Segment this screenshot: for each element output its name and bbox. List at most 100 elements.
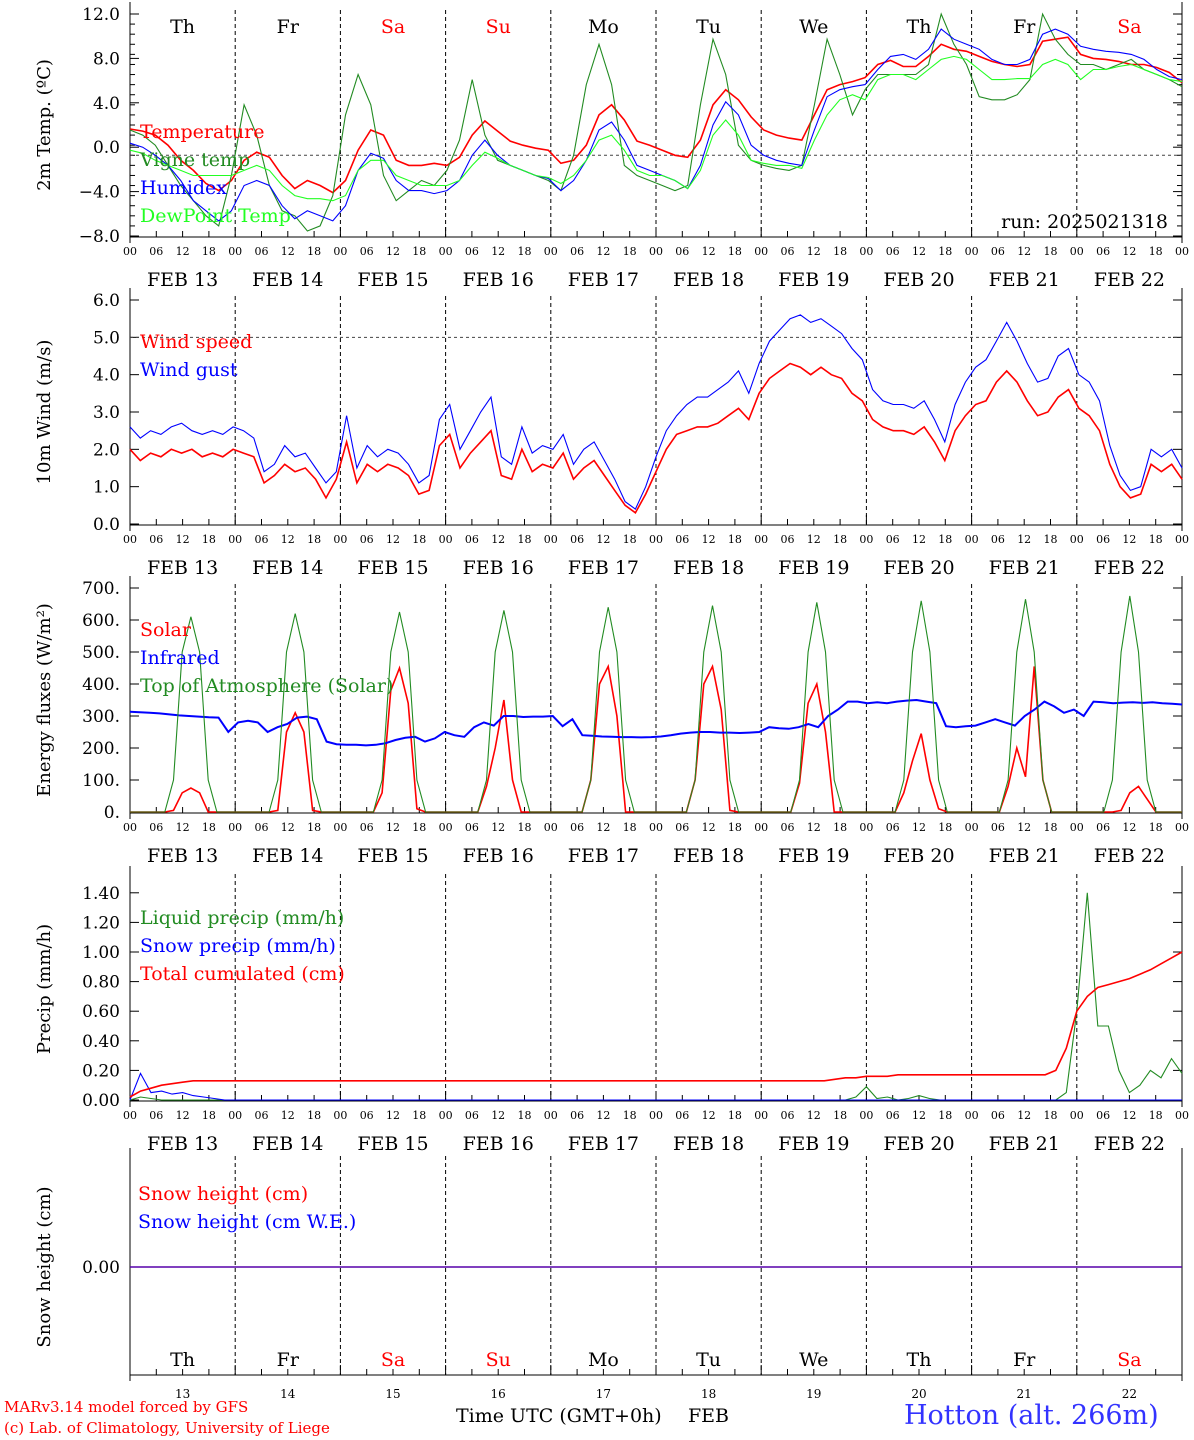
date-label: FEB 20 [883, 1133, 954, 1155]
x-tick-label: 12 [176, 821, 190, 834]
x-tick-label: 18 [518, 1109, 532, 1122]
weekday-label: Su [486, 16, 511, 38]
x-tick-label: 12 [281, 821, 295, 834]
x-tick-label: 18 [412, 821, 426, 834]
y-tick-label: 0. [104, 803, 120, 823]
x-tick-label: 06 [991, 1109, 1005, 1122]
x-tick-label: 18 [938, 245, 952, 258]
x-tick-label: 00 [123, 1109, 137, 1122]
x-tick-label: 18 [1044, 1109, 1058, 1122]
x-tick-label: 00 [754, 245, 768, 258]
x-tick-label: 00 [333, 821, 347, 834]
date-label: FEB 14 [252, 1133, 323, 1155]
legend-entry: Humidex [140, 177, 227, 199]
series-line-2 [129, 698, 1183, 747]
day-number-label: 18 [701, 1387, 716, 1401]
x-tick-label: 00 [965, 245, 979, 258]
run-label: run: 2025021318 [1001, 211, 1168, 233]
legend-entry: Temperature [140, 121, 264, 143]
x-tick-label: 12 [1017, 245, 1031, 258]
y-tick-label: 1.0 [93, 478, 120, 498]
date-label: FEB 21 [989, 845, 1060, 867]
date-label: FEB 22 [1094, 1133, 1165, 1155]
x-tick-label: 18 [412, 245, 426, 258]
x-tick-label: 06 [781, 245, 795, 258]
x-tick-label: 06 [360, 821, 374, 834]
weekday-label: Sa [1117, 16, 1141, 38]
x-tick-label: 18 [623, 1109, 637, 1122]
weekday-label: Fr [1013, 1349, 1036, 1371]
weekday-label: Sa [381, 1349, 405, 1371]
x-tick-label: 06 [991, 821, 1005, 834]
x-tick-label: 12 [912, 821, 926, 834]
day-number-label: 19 [806, 1387, 821, 1401]
x-tick-label: 18 [728, 821, 742, 834]
date-label: FEB 13 [147, 845, 218, 867]
x-tick-label: 00 [1070, 1109, 1084, 1122]
date-label: FEB 22 [1094, 269, 1165, 291]
x-tick-label: 06 [675, 821, 689, 834]
x-tick-label: 00 [544, 245, 558, 258]
x-tick-label: 12 [281, 245, 295, 258]
date-label: FEB 18 [673, 269, 744, 291]
date-label: FEB 16 [463, 1133, 534, 1155]
x-tick-label: 00 [649, 1109, 663, 1122]
x-tick-label: 18 [1044, 533, 1058, 546]
x-tick-label: 00 [754, 821, 768, 834]
chart-panel-4: 00 06 12 18 00 06 12 18 00 06 12 18 00 06 12 18 00 06 12 18… [34, 866, 1189, 1155]
y-tick-label: 12.0 [82, 5, 120, 25]
x-tick-label: 18 [202, 821, 216, 834]
x-tick-label: 06 [886, 245, 900, 258]
weekday-label: Fr [277, 1349, 300, 1371]
date-label: FEB 16 [463, 845, 534, 867]
x-tick-label: 12 [912, 245, 926, 258]
y-tick-label: 6.0 [93, 291, 120, 311]
station-name: Hotton (alt. 266m) [904, 1400, 1159, 1431]
x-tick-label: 00 [859, 533, 873, 546]
date-label: FEB 21 [989, 1133, 1060, 1155]
series-line-1 [129, 362, 1183, 514]
x-tick-label: 12 [702, 245, 716, 258]
weekday-label: Th [170, 1349, 195, 1371]
x-tick-label: 18 [833, 821, 847, 834]
x-tick-label: 06 [465, 245, 479, 258]
weekday-label: Th [170, 16, 195, 38]
x-tick-label: 18 [728, 1109, 742, 1122]
x-tick-label: 06 [1096, 245, 1110, 258]
x-tick-label: 12 [807, 533, 821, 546]
x-tick-label: 18 [623, 533, 637, 546]
x-tick-label: 18 [728, 533, 742, 546]
x-tick-label: 06 [570, 245, 584, 258]
x-tick-label: 00 [544, 1109, 558, 1122]
weekday-label: Th [907, 16, 932, 38]
x-tick-label: 12 [596, 1109, 610, 1122]
y-tick-label: 0.20 [82, 1061, 120, 1081]
y-tick-label: 0.40 [82, 1032, 120, 1052]
x-tick-label: 06 [149, 533, 163, 546]
x-tick-label: 06 [149, 821, 163, 834]
date-label: FEB 18 [673, 1133, 744, 1155]
y-tick-label: 100. [82, 771, 120, 791]
legend-entry: Solar [140, 619, 192, 641]
x-tick-label: 00 [439, 533, 453, 546]
date-label: FEB 17 [568, 269, 639, 291]
model-credit-line2: (c) Lab. of Climatology, University of L… [4, 1419, 330, 1437]
x-tick-label: 00 [649, 533, 663, 546]
y-tick-label: 0.0 [93, 515, 120, 535]
x-tick-label: 18 [518, 245, 532, 258]
day-number-label: 20 [911, 1387, 926, 1401]
chart-panel-3: 00 06 12 18 00 06 12 18 00 06 12 18 00 06 12 18 00 06 12 18… [34, 576, 1189, 867]
legend-entry: Wind speed [140, 331, 252, 353]
x-tick-label: 06 [570, 533, 584, 546]
x-tick-label: 06 [886, 1109, 900, 1122]
model-credit-line1: MARv3.14 model forced by GFS [4, 1398, 249, 1416]
y-tick-label: 3.0 [93, 403, 120, 423]
x-tick-label: 12 [807, 245, 821, 258]
weekday-label: Sa [381, 16, 405, 38]
x-tick-label: 12 [491, 821, 505, 834]
x-tick-label: 06 [360, 1109, 374, 1122]
x-tick-label: 00 [965, 821, 979, 834]
x-tick-label: 18 [833, 1109, 847, 1122]
x-tick-label: 18 [1044, 821, 1058, 834]
